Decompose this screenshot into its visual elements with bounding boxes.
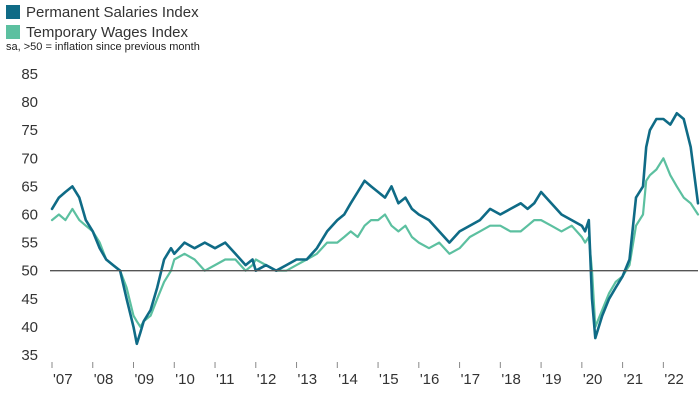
y-tick-label: 60	[21, 207, 38, 224]
y-tick-label: 65	[21, 178, 38, 195]
x-tick-label: '15	[379, 371, 399, 388]
x-tick-label: '10	[175, 371, 195, 388]
y-tick-label: 35	[21, 347, 38, 364]
x-axis-ticks: '07 '08 '09 '10 '11 '12 '13 '14 '15 '16 '17 '18 '19 '…	[51, 362, 684, 388]
x-tick-label: '09	[135, 371, 155, 388]
x-tick-label: '18	[501, 371, 521, 388]
y-tick-label: 50	[21, 263, 38, 280]
x-tick-label: '20	[583, 371, 603, 388]
x-tick-label: '08	[94, 371, 114, 388]
x-tick-label: '13	[298, 371, 318, 388]
y-tick-label: 80	[21, 94, 38, 111]
series-group	[50, 112, 700, 346]
legend-swatch-permanent	[6, 5, 20, 19]
legend-label-permanent: Permanent Salaries Index	[26, 3, 199, 21]
legend: Permanent Salaries Index Temporary Wages…	[6, 2, 199, 42]
x-tick-label: '11	[216, 371, 234, 388]
y-tick-label: 55	[21, 235, 38, 252]
x-tick-label: '16	[420, 371, 440, 388]
y-tick-label: 85	[21, 66, 38, 83]
x-tick-label: '22	[664, 371, 684, 388]
legend-swatch-temporary	[6, 25, 20, 39]
x-tick-label: '17	[461, 371, 481, 388]
series-line-permanent	[50, 112, 700, 346]
x-tick-label: '12	[257, 371, 277, 388]
legend-item-temporary: Temporary Wages Index	[6, 22, 199, 42]
x-tick-label: '07	[53, 371, 73, 388]
y-tick-label: 70	[21, 150, 38, 167]
y-tick-label: 40	[21, 319, 38, 336]
y-tick-label: 75	[21, 122, 38, 139]
legend-label-temporary: Temporary Wages Index	[26, 23, 189, 41]
y-axis-ticks: 35 40 45 50 55 60 65 70 75 80 85	[21, 66, 38, 364]
chart-note: sa, >50 = inflation since previous month	[6, 41, 200, 53]
series-line-temporary	[50, 157, 700, 328]
x-tick-label: '14	[338, 371, 358, 388]
x-tick-label: '19	[542, 371, 562, 388]
legend-item-permanent: Permanent Salaries Index	[6, 2, 199, 22]
x-tick-label: '21	[624, 371, 644, 388]
y-tick-label: 45	[21, 291, 38, 308]
